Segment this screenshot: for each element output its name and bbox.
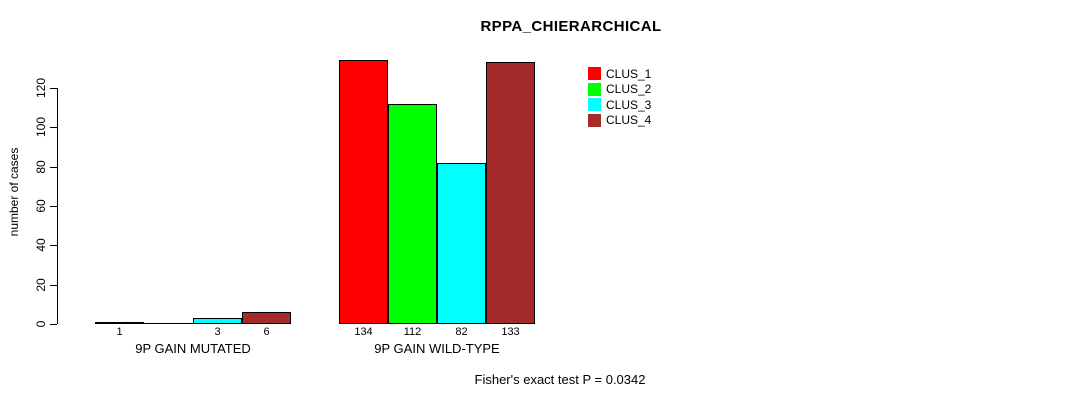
bar-value-label: 6 — [263, 326, 270, 338]
legend-swatch-CLUS_1 — [588, 67, 601, 80]
x-axis-category-label: 9P GAIN WILD-TYPE — [374, 341, 500, 356]
bar-value-label: 134 — [354, 326, 373, 338]
bar-CLUS_3 — [193, 318, 242, 324]
legend-item: CLUS_3 — [588, 97, 651, 112]
legend-swatch-CLUS_2 — [588, 82, 601, 96]
y-axis-tick — [50, 285, 57, 286]
bar-CLUS_3 — [437, 163, 486, 324]
bar-value-label: 112 — [403, 326, 422, 338]
bar-CLUS_2 — [388, 104, 437, 324]
y-axis-tick-label: 40 — [34, 238, 48, 252]
y-axis-tick — [50, 88, 57, 89]
bar-value-label: 1 — [116, 326, 123, 338]
x-axis-category-label: 9P GAIN MUTATED — [135, 341, 251, 356]
legend-swatch-CLUS_3 — [588, 98, 601, 111]
legend-label: CLUS_1 — [606, 66, 652, 81]
legend: CLUS_1 CLUS_2 CLUS_3 CLUS_4 — [588, 66, 651, 128]
chart-title: RPPA_CHIERARCHICAL — [480, 18, 662, 35]
y-axis-tick — [50, 127, 57, 128]
legend-item: CLUS_4 — [588, 113, 651, 128]
legend-swatch-CLUS_4 — [588, 113, 601, 127]
bar-CLUS_4 — [486, 62, 535, 324]
y-axis-line — [57, 88, 58, 324]
bar-CLUS_1 — [95, 322, 144, 324]
bar-value-label: 3 — [214, 326, 221, 338]
y-axis-tick-label: 60 — [34, 199, 48, 213]
y-axis-tick-label: 80 — [34, 160, 48, 174]
y-axis-title: number of cases — [7, 147, 21, 237]
y-axis-tick-label: 100 — [34, 116, 48, 138]
y-axis-tick — [50, 245, 57, 246]
bar-value-label: 82 — [455, 326, 468, 338]
y-axis-tick-label: 0 — [34, 320, 48, 328]
bar-CLUS_4 — [242, 312, 291, 324]
legend-item: CLUS_1 — [588, 66, 651, 81]
y-axis-tick-label: 20 — [34, 278, 48, 292]
footer-annotation: Fisher's exact test P = 0.0342 — [474, 372, 646, 387]
y-axis-tick-label: 120 — [34, 77, 48, 99]
y-axis-tick — [50, 324, 57, 325]
y-axis-tick — [50, 167, 57, 168]
legend-label: CLUS_3 — [606, 97, 652, 112]
bar-CLUS_2 — [144, 323, 193, 324]
bar-CLUS_1 — [339, 60, 388, 324]
y-axis-tick — [50, 206, 57, 207]
bar-value-label: 133 — [501, 326, 520, 338]
legend-label: CLUS_4 — [606, 113, 652, 127]
legend-label: CLUS_2 — [606, 82, 652, 96]
legend-item: CLUS_2 — [588, 82, 651, 97]
